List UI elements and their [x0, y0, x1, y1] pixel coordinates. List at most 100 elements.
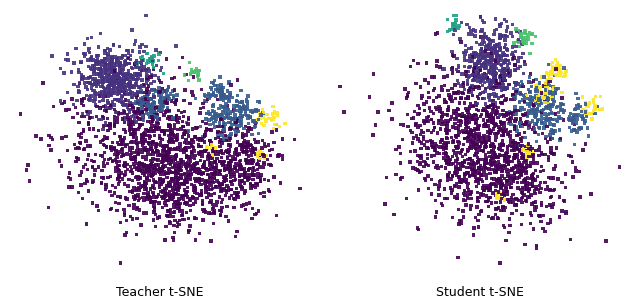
Point: [135, 73, 145, 78]
Point: [499, 73, 509, 78]
Point: [46, 148, 56, 153]
Point: [200, 183, 211, 188]
Point: [220, 168, 230, 173]
Point: [180, 179, 190, 184]
Point: [492, 61, 502, 66]
Point: [125, 169, 136, 174]
Point: [113, 58, 123, 63]
Point: [233, 163, 243, 168]
Point: [508, 166, 518, 171]
Point: [467, 131, 477, 136]
Point: [217, 205, 227, 210]
Point: [129, 134, 139, 139]
Point: [431, 32, 441, 36]
Point: [147, 139, 157, 144]
Point: [255, 179, 266, 184]
Point: [159, 131, 170, 136]
Point: [148, 58, 159, 63]
Point: [209, 205, 219, 210]
Point: [86, 58, 97, 63]
Point: [95, 67, 105, 72]
Point: [417, 129, 427, 133]
Point: [547, 103, 557, 108]
Point: [241, 144, 251, 149]
Point: [426, 117, 436, 122]
Point: [127, 90, 137, 95]
Point: [191, 69, 202, 73]
Point: [565, 111, 575, 116]
Point: [240, 106, 250, 111]
Point: [150, 212, 161, 217]
Point: [543, 97, 553, 102]
Point: [469, 226, 479, 230]
Point: [101, 185, 111, 189]
Point: [500, 42, 511, 47]
Point: [131, 161, 141, 166]
Point: [228, 196, 239, 201]
Point: [201, 93, 211, 98]
Point: [163, 181, 173, 186]
Point: [390, 172, 401, 177]
Point: [488, 87, 499, 92]
Point: [181, 166, 191, 170]
Point: [412, 153, 422, 158]
Point: [542, 184, 552, 189]
Point: [517, 212, 527, 217]
Point: [474, 72, 484, 76]
Point: [554, 215, 564, 220]
Point: [147, 97, 157, 102]
Point: [472, 101, 482, 106]
Point: [79, 103, 89, 108]
Point: [448, 25, 458, 30]
Point: [470, 100, 481, 105]
Point: [197, 154, 207, 159]
Point: [430, 182, 440, 187]
Point: [237, 167, 247, 172]
Point: [229, 190, 239, 195]
Point: [488, 78, 499, 83]
Point: [113, 140, 123, 145]
Point: [527, 107, 537, 112]
Point: [120, 59, 130, 64]
Point: [117, 85, 127, 90]
Point: [527, 184, 538, 189]
Point: [231, 161, 241, 166]
Point: [403, 112, 413, 117]
Point: [170, 171, 180, 176]
Point: [176, 168, 186, 173]
Point: [253, 172, 263, 177]
Point: [257, 146, 267, 151]
Point: [500, 98, 510, 103]
Point: [437, 120, 447, 125]
Point: [95, 71, 106, 76]
Point: [218, 120, 228, 125]
Point: [111, 60, 122, 65]
Point: [169, 230, 179, 235]
Point: [486, 38, 497, 43]
Point: [415, 170, 425, 175]
Point: [465, 56, 475, 61]
Point: [230, 151, 240, 155]
Point: [520, 30, 531, 35]
Point: [422, 152, 433, 157]
Point: [89, 98, 99, 103]
Point: [148, 99, 159, 104]
Point: [566, 118, 577, 123]
Point: [150, 150, 161, 155]
Point: [111, 74, 122, 79]
Point: [513, 28, 524, 33]
Point: [172, 220, 182, 225]
Point: [161, 149, 172, 154]
Point: [572, 120, 582, 125]
Point: [95, 106, 106, 110]
Point: [130, 101, 140, 106]
Point: [216, 117, 226, 122]
Point: [175, 208, 185, 213]
Point: [113, 73, 123, 78]
Point: [515, 148, 525, 153]
Point: [461, 126, 471, 131]
Point: [209, 146, 219, 151]
Point: [171, 187, 181, 192]
Point: [235, 163, 245, 168]
Point: [441, 160, 451, 165]
